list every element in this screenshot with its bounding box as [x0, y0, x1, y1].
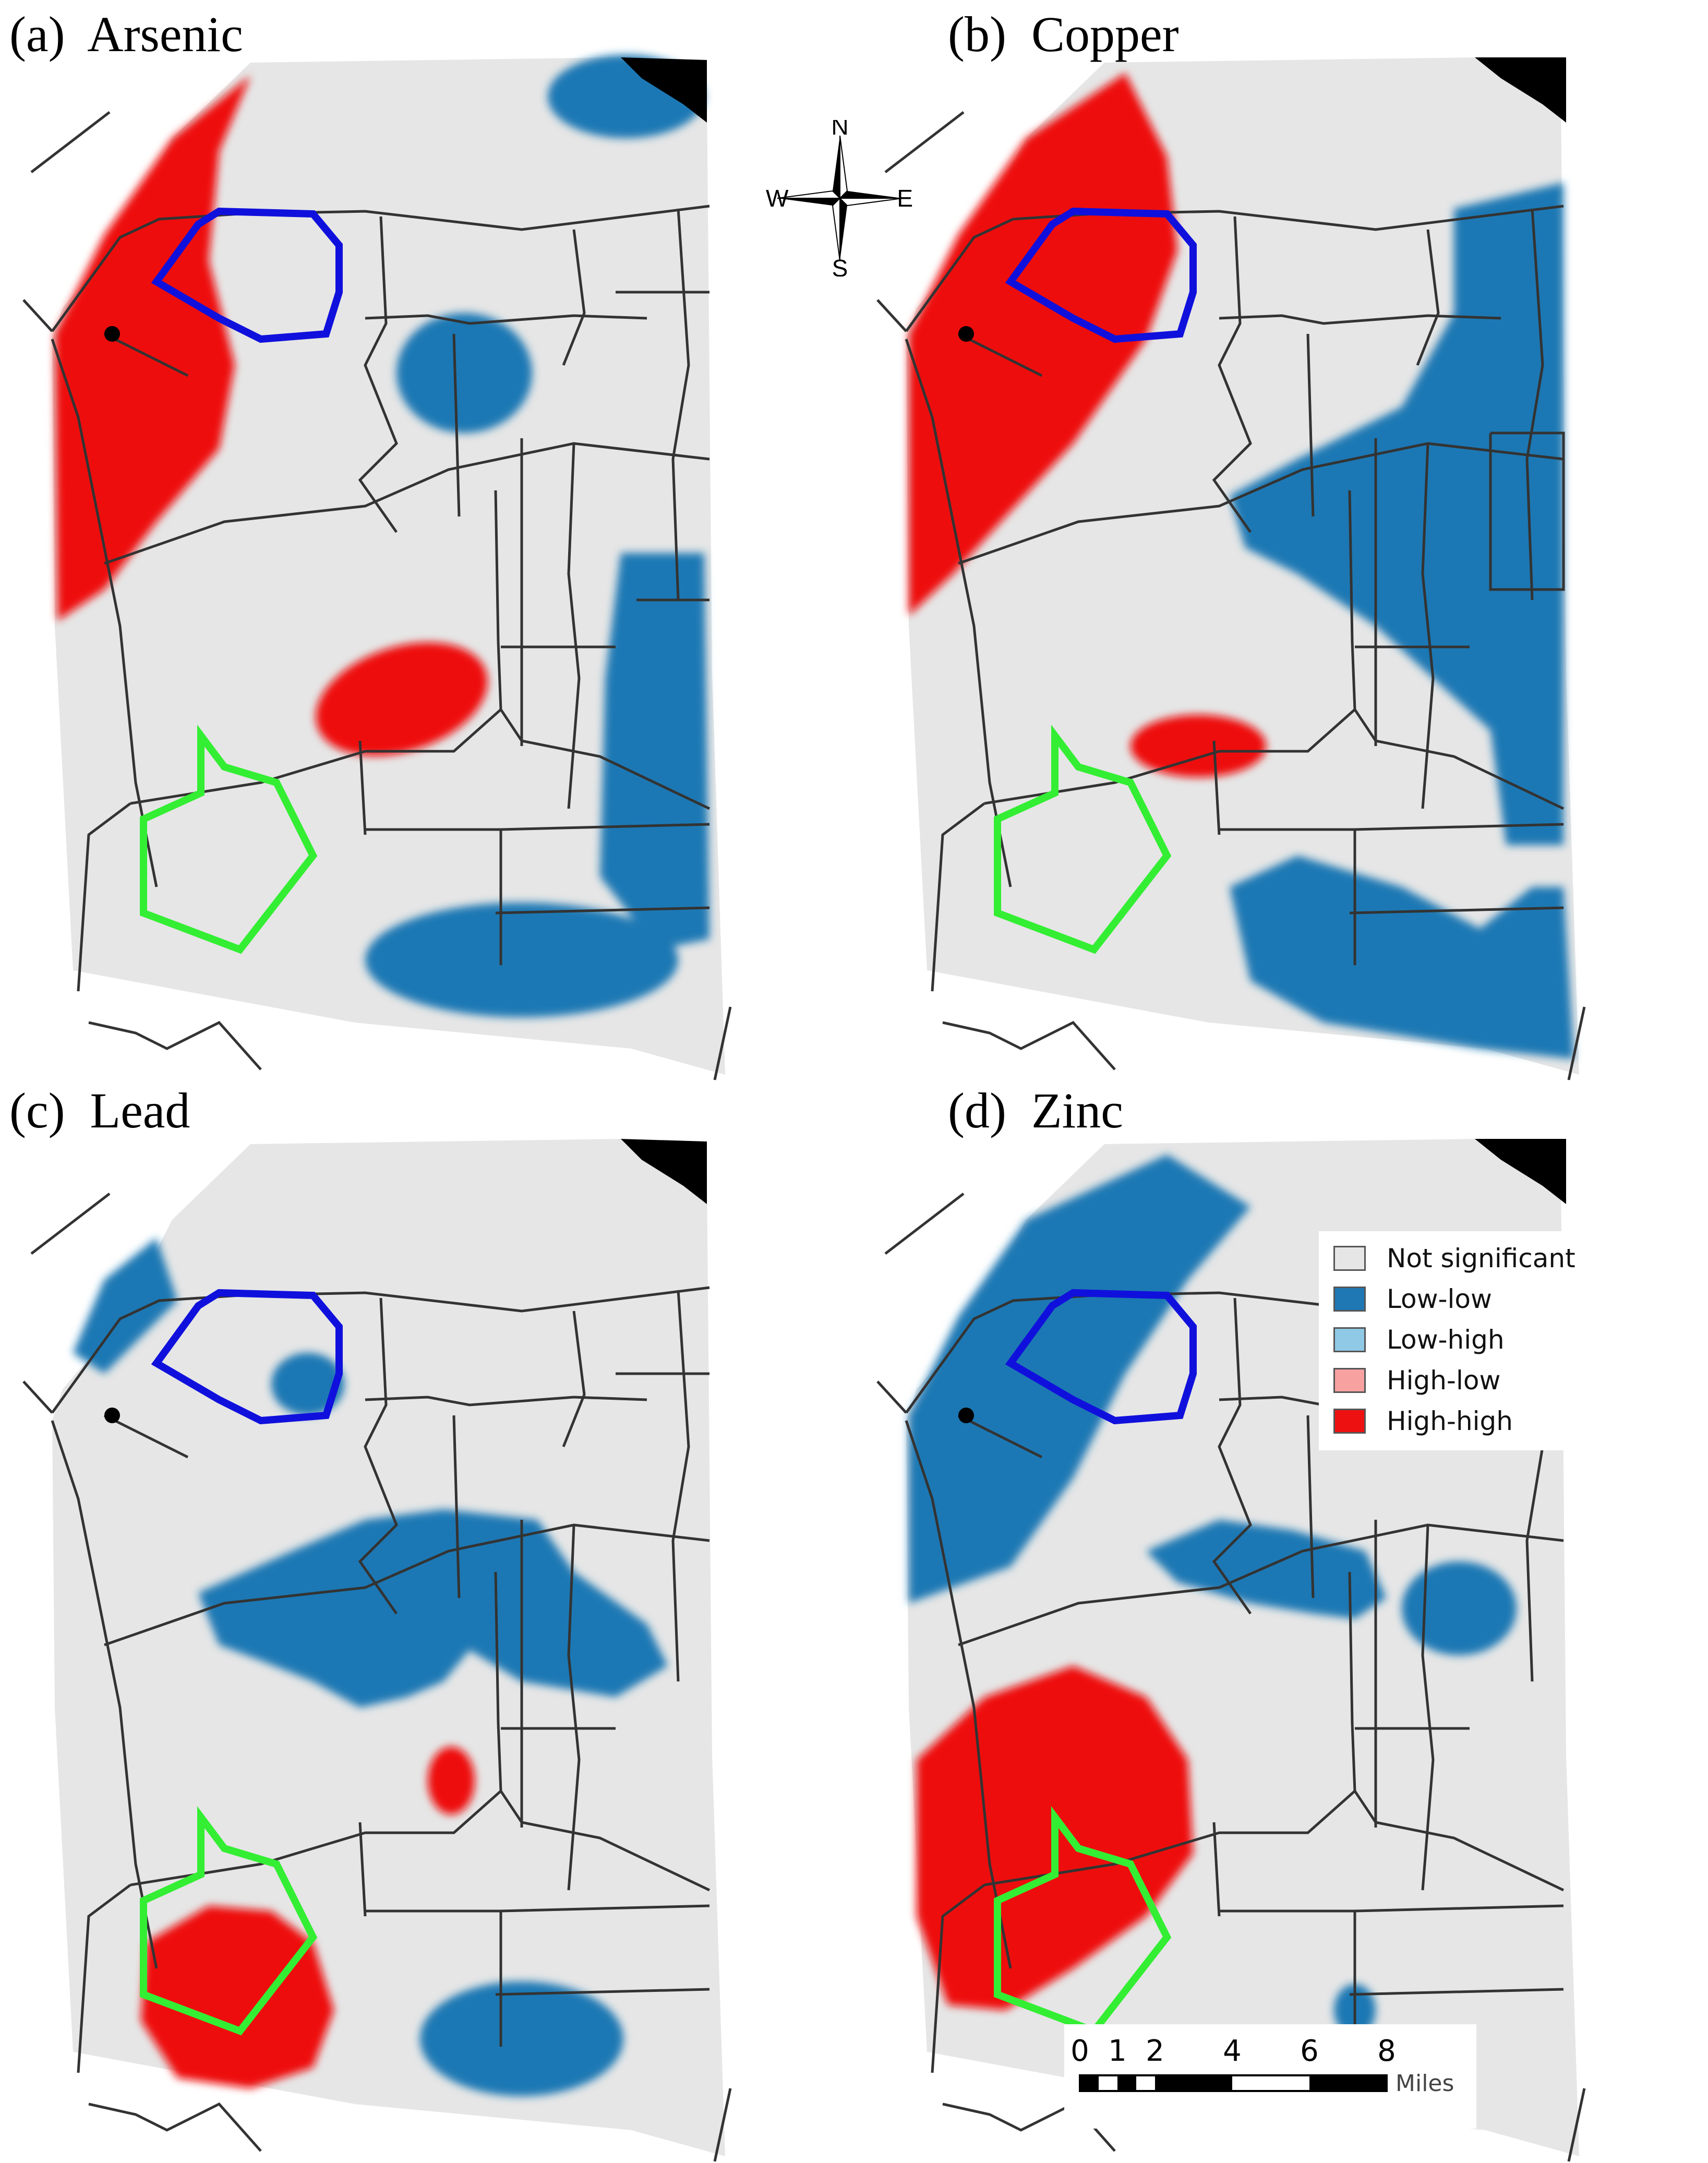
blue-outlined-site [1005, 1289, 1197, 1425]
scale-tick-2: 2 [1146, 2034, 1164, 2068]
high-high-cluster [1130, 715, 1266, 777]
legend-item: High-low [1333, 1364, 1500, 1397]
low-low-cluster [198, 1509, 668, 1708]
legend-swatch [1333, 1287, 1366, 1312]
scale-tick-4: 4 [1223, 2034, 1242, 2068]
low-low-cluster [1230, 856, 1574, 1059]
legend-item: Low-low [1333, 1282, 1492, 1316]
legend-label: High-high [1387, 1406, 1513, 1436]
green-outlined-site [140, 1806, 318, 2036]
panel-title-arsenic: (a) Arsenic [9, 6, 243, 62]
scale-bar: 0 1 2 4 6 8 Miles [1064, 2024, 1476, 2129]
scale-tick-1: 1 [1108, 2034, 1127, 2068]
map-panel-lead: (c) Lead [0, 1082, 854, 2163]
scale-tick-8: 8 [1377, 2034, 1396, 2068]
low-low-cluster [1230, 183, 1563, 845]
legend-label: High-low [1387, 1365, 1501, 1396]
high-high-cluster [316, 642, 488, 756]
compass-label-w: W [766, 185, 789, 212]
roads [22, 111, 732, 1080]
green-outlined-site [140, 725, 318, 954]
compass-rose: N S E W [766, 120, 913, 277]
high-high-cluster [141, 1906, 334, 2088]
panel-title-copper: (b) Copper [948, 6, 1179, 62]
legend-swatch [1333, 1327, 1366, 1352]
low-low-cluster [909, 1155, 1250, 1603]
legend-label: Low-high [1387, 1325, 1505, 1355]
green-outlined-site [994, 725, 1172, 954]
black-corner-area [1475, 1139, 1566, 1204]
sampling-point [104, 1408, 120, 1423]
low-low-cluster [73, 1238, 177, 1374]
legend-label: Not significant [1387, 1243, 1575, 1273]
low-low-cluster [1402, 1561, 1517, 1655]
panel-title-zinc: (d) Zinc [948, 1083, 1123, 1138]
high-high-cluster [428, 1747, 475, 1814]
map-panel-copper: (b) Copper [854, 0, 1708, 1082]
panel-title-lead: (c) Lead [9, 1083, 190, 1138]
legend-swatch [1333, 1246, 1366, 1271]
black-corner-area [621, 57, 707, 123]
blue-outlined-site [151, 207, 343, 343]
compass-label-s: S [832, 255, 848, 277]
blue-outlined-site [1005, 207, 1197, 343]
lead-map [22, 1139, 732, 2162]
black-corner-area [621, 1139, 707, 1204]
arsenic-map [22, 55, 732, 1080]
sampling-point [104, 326, 120, 342]
legend-item: Not significant [1333, 1242, 1575, 1275]
high-high-cluster [55, 76, 250, 621]
roads [876, 111, 1586, 1080]
sampling-point [958, 326, 974, 342]
low-low-cluster [396, 313, 532, 433]
compass-label-n: N [831, 120, 848, 140]
sampling-point [958, 1408, 974, 1423]
low-low-cluster [600, 553, 709, 950]
legend-swatch [1333, 1409, 1366, 1434]
copper-map [876, 57, 1586, 1080]
compass-label-e: E [897, 185, 913, 212]
legend: Not significant Low-low Low-high High-lo… [1319, 1231, 1593, 1450]
legend-label: Low-low [1387, 1284, 1492, 1314]
scale-unit-label: Miles [1396, 2070, 1454, 2097]
low-low-cluster [271, 1353, 344, 1415]
legend-swatch [1333, 1368, 1366, 1393]
legend-item: Low-high [1333, 1323, 1505, 1356]
map-panel-arsenic: (a) Arsenic [0, 0, 854, 1082]
black-corner-area [1475, 57, 1566, 123]
legend-item: High-high [1333, 1404, 1513, 1438]
low-low-cluster [365, 903, 678, 1017]
scale-tick-0: 0 [1070, 2034, 1089, 2068]
low-low-cluster [1146, 1520, 1386, 1619]
scale-tick-6: 6 [1300, 2034, 1319, 2068]
blue-outlined-site [151, 1289, 343, 1425]
low-low-cluster [420, 1981, 623, 2096]
